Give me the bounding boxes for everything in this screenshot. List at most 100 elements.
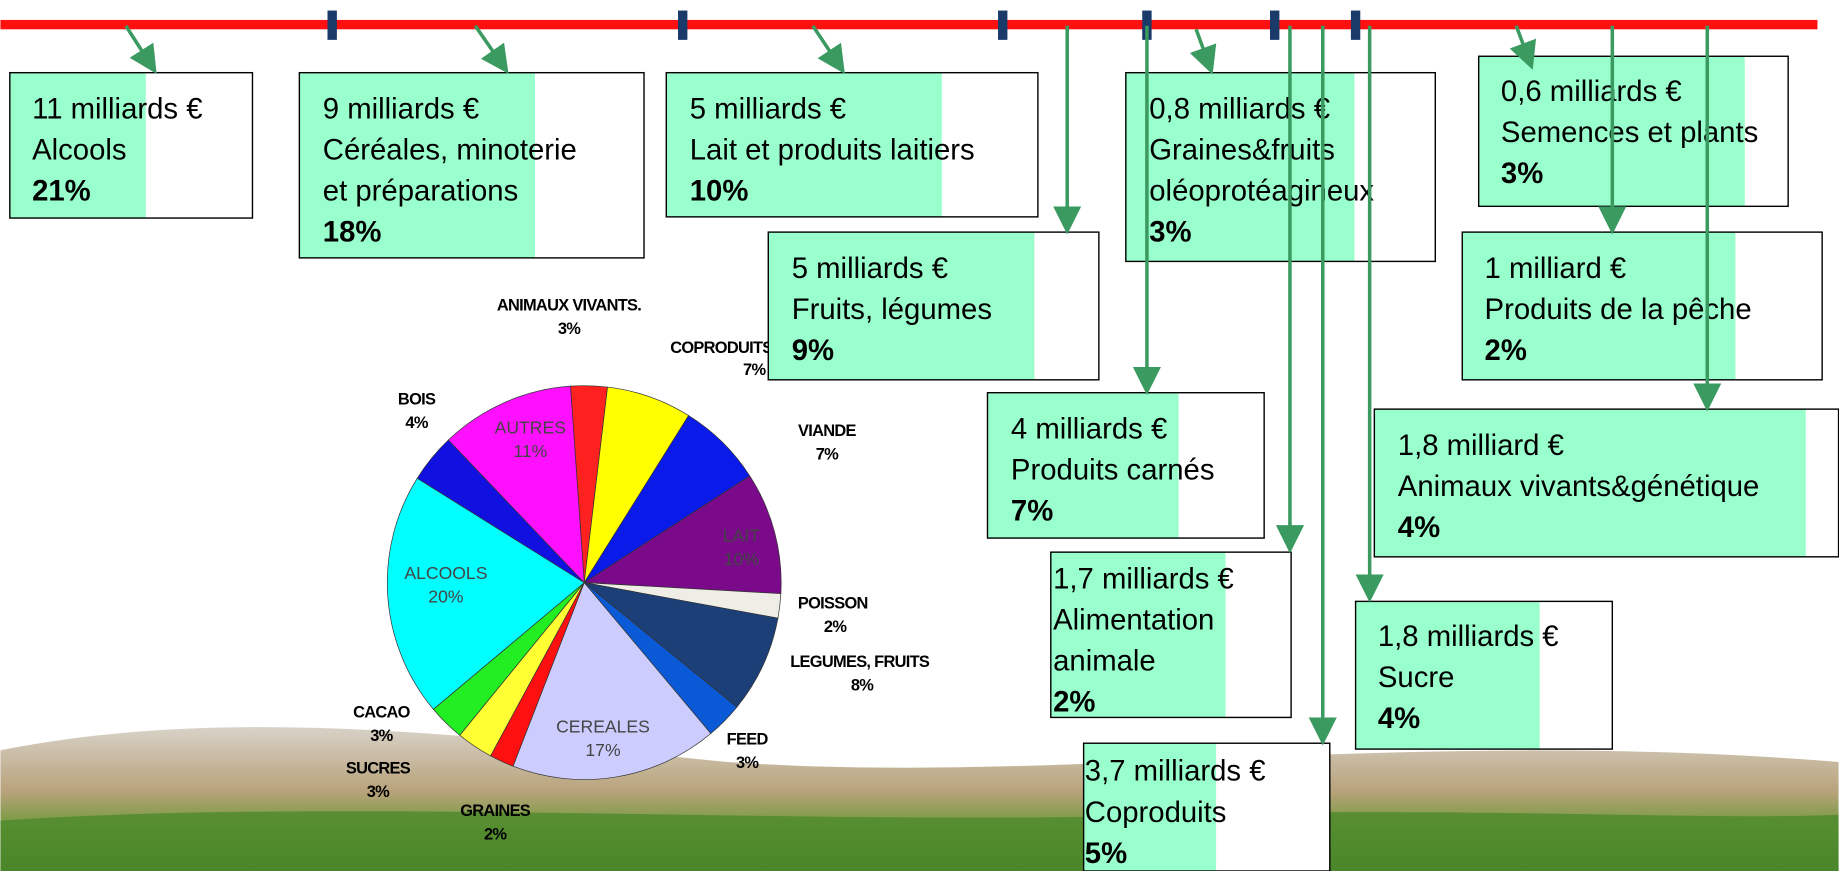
pie-label: VIANDE <box>798 422 857 440</box>
box-highlight <box>299 72 535 258</box>
box-text: 2% <box>1485 334 1527 367</box>
box-highlight <box>987 392 1179 539</box>
box-text: 9 milliards € <box>323 92 479 125</box>
box-text: 10% <box>690 174 749 207</box>
box-text: 9% <box>792 334 834 367</box>
box-text: 11 milliards € <box>32 92 202 125</box>
box-border <box>298 71 645 259</box>
pie-value-label: 11% <box>513 441 547 461</box>
box-text: 5% <box>1085 837 1127 870</box>
box-text: Céréales, minoterie <box>323 133 577 166</box>
box-text: 5 milliards € <box>690 92 846 125</box>
info-box: 5 milliards € Lait et produits laitiers 10… <box>665 71 1039 218</box>
info-box: 0,8 milliards € Graines&fruits oléoprotéag… <box>1125 71 1437 263</box>
pie-value-label: 10% <box>724 549 759 569</box>
info-box: 4 milliards € Produits carnés 7% <box>986 392 1265 539</box>
pie-chart: ANIMAUX VIVANTS. 3% COPRODUITS 7% VIANDE 7% LA… <box>346 297 931 844</box>
pie-label: CEREALES <box>556 717 650 737</box>
box-text: 3% <box>1149 215 1191 248</box>
box-text: 21% <box>32 174 91 207</box>
pie-value-label: 20% <box>428 587 463 607</box>
box-text: 3% <box>1501 157 1543 190</box>
pie-value-label: 3% <box>736 754 759 772</box>
pie-value-label: 2% <box>824 618 847 636</box>
info-box: 1 milliard € Produits de la pêche 2% <box>1461 231 1823 381</box>
timeline <box>0 10 1818 40</box>
box-highlight <box>1083 743 1217 871</box>
box-border <box>1477 55 1789 208</box>
info-box: 1,8 milliard € Animaux vivants&génétique 4… <box>1373 408 1839 558</box>
box-highlight <box>1462 232 1736 380</box>
info-box: 11 milliards € Alcools 21% <box>9 71 254 219</box>
pie-value-label: 4% <box>405 414 428 432</box>
info-box: 1,8 milliards € Sucre 4% <box>1354 600 1614 750</box>
box-text: 0,8 milliards € <box>1149 92 1330 125</box>
box-text: Coproduits <box>1085 796 1227 829</box>
pie-slice <box>583 475 782 594</box>
pie-slice <box>386 477 585 710</box>
box-text: 4 milliards € <box>1011 412 1167 445</box>
info-box: 3,7 milliards € Coproduits 5% <box>1082 742 1331 871</box>
pie-value-label: 7% <box>743 361 766 379</box>
box-highlight <box>666 72 942 217</box>
box-text: 5 milliards € <box>792 252 948 285</box>
box-text: Produits carnés <box>1011 453 1215 486</box>
box-highlight <box>1125 72 1355 262</box>
box-text: Animaux vivants&génétique <box>1398 470 1760 503</box>
box-text: 2% <box>1053 686 1095 719</box>
arrows <box>124 24 1722 746</box>
pie-slice <box>512 581 712 780</box>
box-text: 7% <box>1011 494 1053 527</box>
box-text: 1 milliard € <box>1485 252 1627 285</box>
box-border <box>1125 71 1437 263</box>
box-highlight <box>1050 552 1226 718</box>
box-text: Lait et produits laitiers <box>690 133 975 166</box>
box-text: Fruits, légumes <box>792 293 992 326</box>
pie-label: AUTRES <box>495 418 566 438</box>
box-text: 1,7 milliards € <box>1053 562 1234 595</box>
pie-value-label: 3% <box>370 727 393 745</box>
box-border <box>1050 551 1292 719</box>
box-text: 1,8 milliards € <box>1378 620 1559 653</box>
box-highlight <box>1355 601 1540 750</box>
box-text: Produits de la pêche <box>1485 293 1752 326</box>
box-text: Alimentation <box>1053 604 1214 637</box>
pie-value-label: 3% <box>367 783 390 801</box>
info-box: 5 milliards € Fruits, légumes 9% <box>767 231 1100 381</box>
box-text: Sucre <box>1378 661 1455 694</box>
box-text: et préparations <box>323 174 518 207</box>
pie-label: FEED <box>727 730 769 748</box>
box-border <box>1354 600 1614 750</box>
box-text: animale <box>1053 645 1156 678</box>
pie-label: GRAINES <box>460 802 531 820</box>
pie-slice <box>584 582 779 708</box>
info-box: 0,6 milliards € Semences et plants 3% <box>1477 55 1789 208</box>
pie-label: CACAO <box>353 703 411 721</box>
pie-label: SUCRES <box>346 760 411 778</box>
box-highlight <box>768 232 1035 380</box>
box-text: 4% <box>1378 702 1420 735</box>
box-text: Alcools <box>32 133 126 166</box>
box-border <box>767 231 1100 381</box>
box-text: 1,8 milliard € <box>1398 429 1564 462</box>
box-text: 4% <box>1398 511 1440 544</box>
info-box: 1,7 milliards € Alimentation animale 2% <box>1050 551 1292 719</box>
box-text: oléoprotéagineux <box>1149 174 1374 207</box>
pie-value-label: 3% <box>558 320 581 338</box>
box-highlight <box>1374 409 1806 557</box>
pie-label: BOIS <box>398 390 436 408</box>
box-text: Semences et plants <box>1501 116 1758 149</box>
box-text: 18% <box>323 215 382 248</box>
pie-slice <box>447 385 585 584</box>
box-border <box>665 71 1039 218</box>
box-text: Graines&fruits <box>1149 133 1335 166</box>
box-text: 3,7 milliards € <box>1085 755 1266 788</box>
pie-label: ALCOOLS <box>404 563 487 583</box>
box-text: 0,6 milliards € <box>1501 75 1682 108</box>
box-border <box>1461 231 1823 381</box>
pie-value-label: 8% <box>851 676 874 694</box>
pie-value-label: 2% <box>484 825 507 843</box>
box-border <box>1082 742 1331 871</box>
box-highlight <box>9 72 146 219</box>
